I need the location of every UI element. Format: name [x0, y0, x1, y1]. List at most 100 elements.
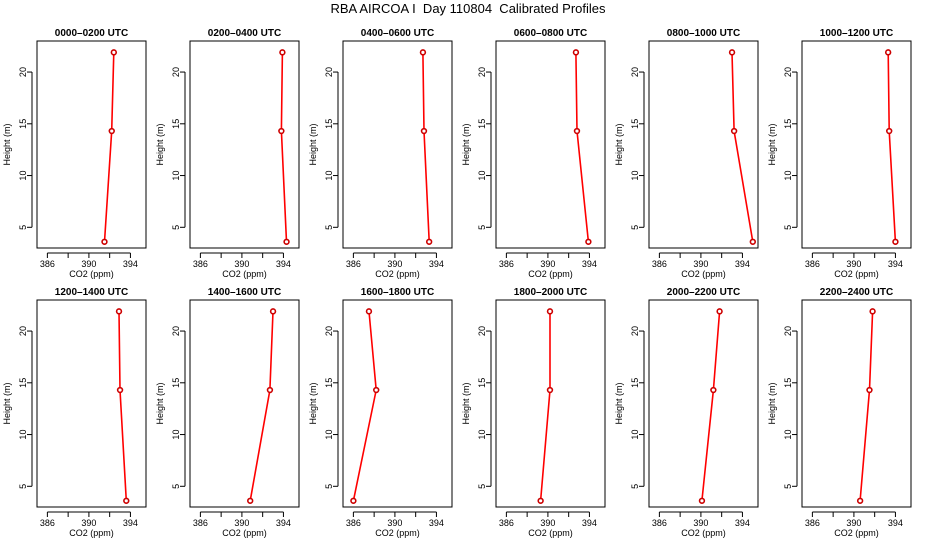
y-tick-label: 5 [324, 484, 334, 489]
x-tick-label: 394 [276, 259, 291, 269]
data-point [884, 49, 892, 56]
profile-line [352, 311, 378, 501]
data-point [278, 127, 285, 135]
data-point [279, 49, 286, 56]
y-tick-label: 5 [18, 484, 28, 489]
data-point [537, 497, 544, 504]
data-point [572, 49, 580, 56]
profile-line [887, 52, 897, 242]
data-point [373, 386, 380, 394]
x-tick-label: 390 [387, 518, 402, 528]
x-tick-label: 386 [40, 518, 55, 528]
x-tick-label: 394 [735, 518, 750, 528]
x-tick-label: 390 [540, 259, 555, 269]
y-tick-label: 20 [630, 67, 640, 77]
y-tick-label: 15 [477, 378, 487, 388]
plot-frame [36, 299, 147, 508]
x-axis-label: CO2 (ppm) [681, 269, 726, 279]
y-tick-label: 10 [324, 430, 334, 440]
profile-line [575, 52, 590, 242]
x-tick-label: 390 [234, 518, 249, 528]
x-tick-label: 390 [81, 259, 96, 269]
data-point [573, 127, 581, 135]
y-tick-label: 10 [477, 430, 487, 440]
plot-frame [189, 40, 300, 249]
x-tick-label: 394 [429, 518, 444, 528]
data-point [869, 308, 876, 315]
data-point [365, 308, 373, 315]
x-tick-label: 390 [846, 259, 861, 269]
profile-line [422, 52, 430, 242]
profile-line [280, 52, 288, 242]
panel-title: 1400–1600 UTC [208, 287, 281, 298]
x-axis-label: CO2 (ppm) [528, 269, 573, 279]
plot-frame [648, 299, 759, 508]
data-point [247, 497, 254, 504]
x-axis-label: CO2 (ppm) [834, 528, 879, 538]
y-tick-label: 10 [783, 430, 793, 440]
data-point [419, 49, 427, 56]
data-point [856, 497, 864, 504]
y-axis-label: Height (m) [767, 382, 777, 424]
data-point [123, 497, 130, 504]
data-point [885, 127, 893, 135]
panel-title: 1600–1800 UTC [361, 287, 434, 298]
x-tick-label: 390 [387, 259, 402, 269]
y-tick-label: 5 [477, 225, 487, 230]
y-tick-label: 20 [783, 326, 793, 336]
x-tick-label: 386 [346, 518, 361, 528]
y-axis-label: Height (m) [614, 382, 624, 424]
y-tick-label: 10 [630, 171, 640, 181]
panel-title: 1800–2000 UTC [514, 287, 587, 298]
y-tick-label: 20 [18, 67, 28, 77]
data-point [108, 127, 115, 135]
y-tick-label: 5 [18, 225, 28, 230]
y-tick-label: 15 [783, 378, 793, 388]
y-tick-label: 15 [324, 119, 334, 129]
data-point [110, 49, 118, 56]
y-tick-label: 10 [783, 171, 793, 181]
data-point [546, 386, 554, 394]
y-tick-label: 5 [630, 225, 640, 230]
y-axis-label: Height (m) [308, 382, 318, 424]
data-point [730, 127, 738, 135]
panel-title: 0400–0600 UTC [361, 28, 434, 39]
y-tick-label: 20 [18, 326, 28, 336]
y-tick-label: 5 [630, 484, 640, 489]
x-tick-label: 386 [652, 518, 667, 528]
y-tick-label: 10 [477, 171, 487, 181]
x-tick-label: 394 [582, 518, 597, 528]
data-point [283, 238, 290, 245]
y-tick-label: 20 [324, 67, 334, 77]
page-title: RBA AIRCOA I Day 110804 Calibrated Profi… [330, 1, 606, 16]
x-axis-label: CO2 (ppm) [375, 269, 420, 279]
y-axis-label: Height (m) [155, 382, 165, 424]
x-tick-label: 386 [499, 518, 514, 528]
plot-frame [648, 40, 759, 249]
x-tick-label: 394 [123, 259, 138, 269]
x-tick-label: 386 [40, 259, 55, 269]
data-point [892, 238, 899, 245]
x-tick-label: 394 [582, 259, 597, 269]
y-tick-label: 5 [783, 484, 793, 489]
y-tick-label: 15 [630, 119, 640, 129]
x-axis-label: CO2 (ppm) [69, 528, 114, 538]
x-tick-label: 386 [805, 259, 820, 269]
data-point [585, 238, 592, 245]
data-point [866, 386, 873, 394]
data-point [115, 308, 123, 315]
data-point [420, 127, 428, 135]
y-tick-label: 10 [324, 171, 334, 181]
data-point [716, 308, 723, 315]
data-point [350, 497, 357, 504]
plot-frame [342, 40, 453, 249]
y-tick-label: 10 [18, 430, 28, 440]
x-tick-label: 390 [693, 259, 708, 269]
panel-title: 2200–2400 UTC [820, 287, 893, 298]
y-axis-label: Height (m) [461, 382, 471, 424]
x-tick-label: 386 [346, 259, 361, 269]
panel-title: 2000–2200 UTC [667, 287, 740, 298]
profile-line [103, 52, 115, 242]
x-tick-label: 390 [81, 518, 96, 528]
